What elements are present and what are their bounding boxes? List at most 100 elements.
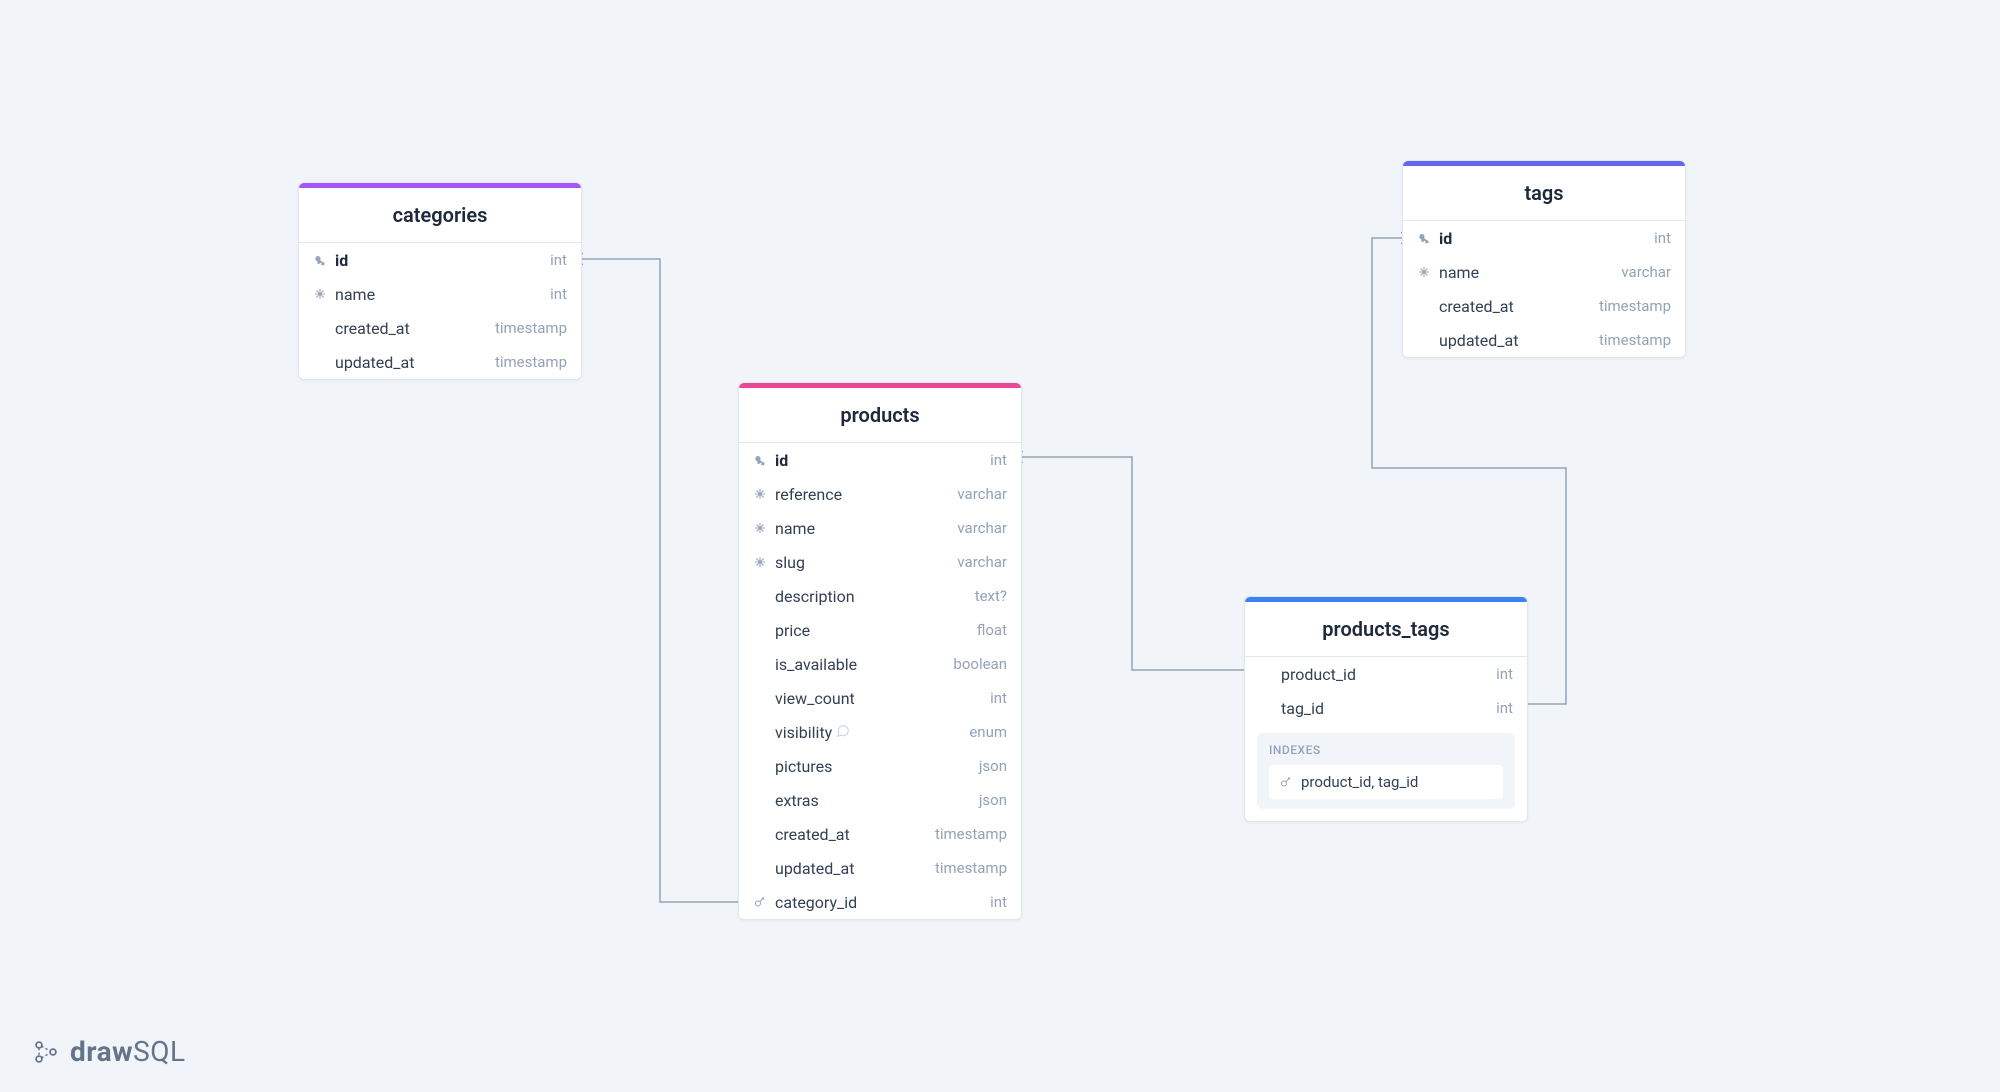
column-row[interactable]: reference varchar [739,477,1021,511]
column-name: category_id [775,893,982,912]
column-name: price [775,621,969,640]
column-type: text? [975,587,1007,605]
column-type: json [979,791,1007,809]
column-type: int [1496,665,1513,683]
logo-icon [32,1038,60,1066]
column-type: varchar [1621,263,1671,281]
snowflake-icon [1417,266,1431,278]
comment-icon [836,724,850,738]
column-row[interactable]: created_at timestamp [299,311,581,345]
column-row[interactable]: product_id int [1245,657,1527,691]
column-row[interactable]: extras json [739,783,1021,817]
column-type: varchar [957,553,1007,571]
column-row[interactable]: created_at timestamp [739,817,1021,851]
indexes-title: INDEXES [1269,743,1503,757]
column-type: int [990,451,1007,469]
diagram-canvas[interactable]: categoriesidintnameintcreated_attimestam… [0,0,2000,1092]
table-title: tags [1403,166,1685,221]
key-icon [1417,232,1431,244]
column-type: timestamp [495,353,567,371]
column-name: name [775,519,949,538]
table-title: categories [299,188,581,243]
column-type: timestamp [1599,297,1671,315]
column-row[interactable]: idint [739,443,1021,477]
column-row[interactable]: visibility enum [739,715,1021,749]
column-row[interactable]: pictures json [739,749,1021,783]
column-row[interactable]: updated_at timestamp [1403,323,1685,357]
key-icon [753,454,767,466]
column-name: product_id [1281,665,1488,684]
column-name: updated_at [775,859,927,878]
column-row[interactable]: is_available boolean [739,647,1021,681]
column-row[interactable]: created_attimestamp [1403,289,1685,323]
column-type: int [550,251,567,269]
column-row[interactable]: idint [299,243,581,277]
column-type: timestamp [935,825,1007,843]
column-type: varchar [957,485,1007,503]
column-name: updated_at [335,353,487,372]
index-row[interactable]: product_id, tag_id [1269,765,1503,799]
column-row[interactable]: name varchar [1403,255,1685,289]
table-categories[interactable]: categoriesidintnameintcreated_attimestam… [298,182,582,380]
column-name: reference [775,485,949,504]
table-products_tags[interactable]: products_tagsproduct_idinttag_idintINDEX… [1244,596,1528,822]
fk-icon [753,896,767,908]
column-row[interactable]: updated_at timestamp [299,345,581,379]
column-type: boolean [953,655,1007,673]
column-row[interactable]: updated_at timestamp [739,851,1021,885]
column-type: timestamp [1599,331,1671,349]
table-products[interactable]: productsidintreferencevarcharnamevarchar… [738,382,1022,920]
column-type: timestamp [935,859,1007,877]
column-type: int [1654,229,1671,247]
column-type: timestamp [495,319,567,337]
table-title: products [739,388,1021,443]
column-name: name [335,285,542,304]
column-name: extras [775,791,971,810]
column-name: created_at [775,825,927,844]
column-row[interactable]: idint [1403,221,1685,255]
column-row[interactable]: price float [739,613,1021,647]
column-row[interactable]: name varchar [739,511,1021,545]
column-type: float [977,621,1007,639]
column-type: int [1496,699,1513,717]
snowflake-icon [313,288,327,300]
column-type: int [990,893,1007,911]
column-name: name [1439,263,1613,282]
table-title: products_tags [1245,602,1527,657]
column-row[interactable]: category_id int [739,885,1021,919]
column-type: enum [969,723,1007,741]
column-name: is_available [775,655,945,674]
column-name: id [1439,229,1646,248]
column-row[interactable]: tag_id int [1245,691,1527,725]
column-name: slug [775,553,949,572]
edge [582,259,738,902]
column-name: view_count [775,689,982,708]
column-name: id [775,451,982,470]
indexes-box: INDEXES product_id, tag_id [1257,733,1515,809]
column-row[interactable]: nameint [299,277,581,311]
snowflake-icon [753,522,767,534]
column-type: int [990,689,1007,707]
edge [1022,457,1244,670]
column-name: visibility [775,723,961,742]
column-type: json [979,757,1007,775]
column-name: description [775,587,967,606]
column-name: pictures [775,757,971,776]
snowflake-icon [753,556,767,568]
index-label: product_id, tag_id [1301,773,1418,791]
logo-text-suffix: SQL [133,1035,185,1068]
key-icon [313,254,327,266]
column-row[interactable]: view_count int [739,681,1021,715]
column-name: updated_at [1439,331,1591,350]
column-row[interactable]: description text? [739,579,1021,613]
fk-icon [1279,776,1293,788]
snowflake-icon [753,488,767,500]
column-type: int [550,285,567,303]
table-tags[interactable]: tagsidintnamevarcharcreated_attimestampu… [1402,160,1686,358]
column-row[interactable]: slug varchar [739,545,1021,579]
column-name: created_at [335,319,487,338]
column-name: id [335,251,542,270]
column-type: varchar [957,519,1007,537]
column-name: tag_id [1281,699,1488,718]
brand-logo: drawSQL [32,1035,186,1068]
